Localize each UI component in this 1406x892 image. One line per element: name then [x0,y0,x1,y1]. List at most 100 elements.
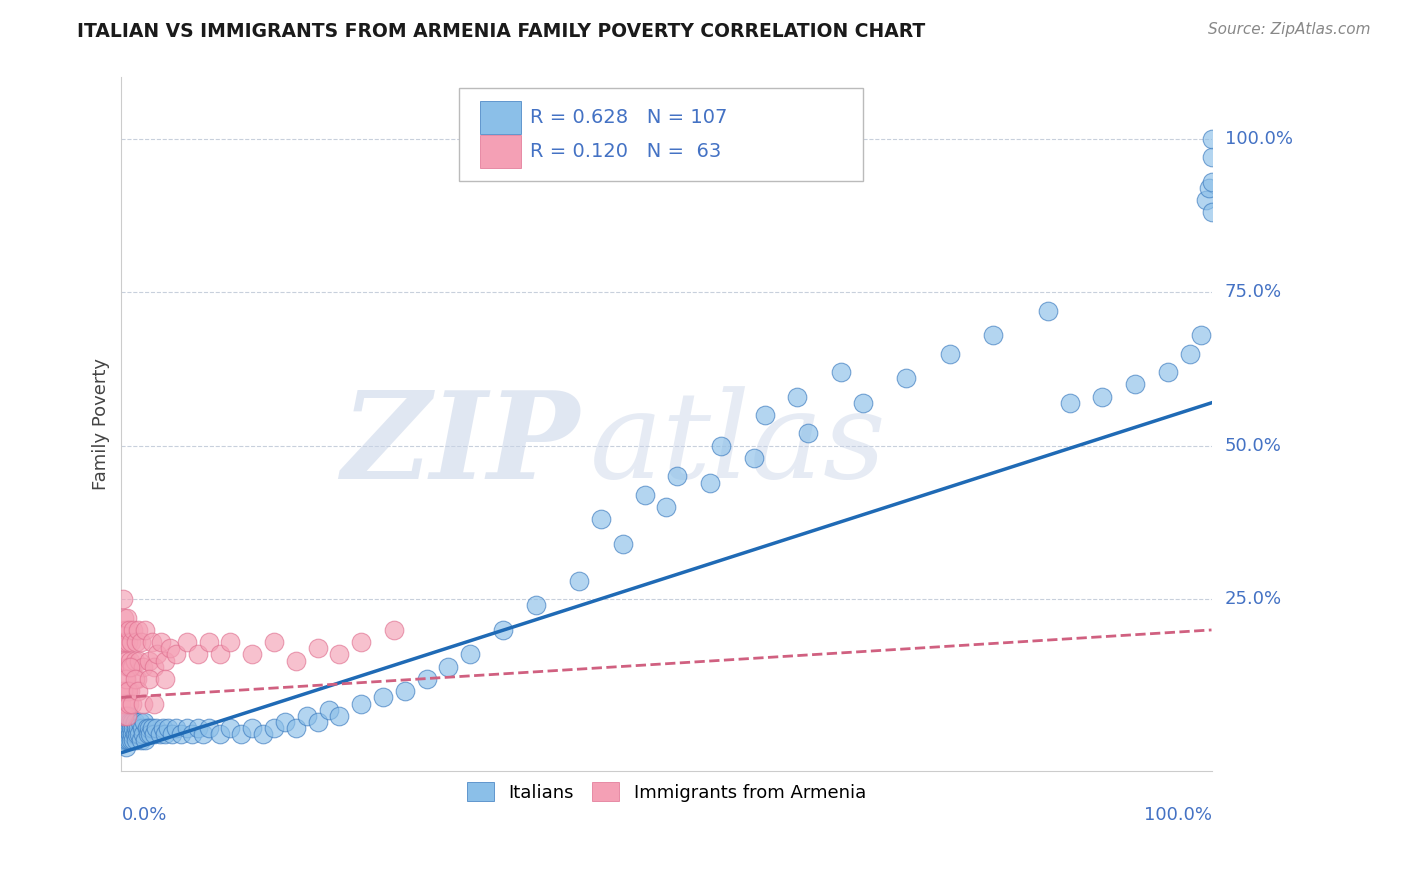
Point [219,721,242,735]
Point [127,721,149,735]
Point [1195,193,1218,207]
Point [120,660,142,674]
Point [153,672,176,686]
Point [138,721,160,735]
Point [274,714,297,729]
Point [197,635,219,649]
Point [120,654,142,668]
Point [111,684,134,698]
Point [141,721,163,735]
Text: atlas: atlas [591,386,887,504]
Point [112,654,135,668]
Point [160,727,183,741]
Text: Source: ZipAtlas.com: Source: ZipAtlas.com [1208,22,1371,37]
Point [115,709,138,723]
Point [118,623,141,637]
Point [165,721,187,735]
Point [1201,175,1223,189]
Point [193,727,215,741]
FancyBboxPatch shape [479,135,522,169]
Text: 100.0%: 100.0% [1225,130,1292,148]
Point [149,635,172,649]
Point [114,672,136,686]
Point [165,648,187,662]
Point [152,721,174,735]
Point [143,660,166,674]
Point [114,727,136,741]
Point [159,641,181,656]
Point [307,714,329,729]
Point [1036,303,1059,318]
Point [114,635,136,649]
Point [240,648,263,662]
Point [786,390,808,404]
Point [114,733,136,747]
Point [371,690,394,705]
Point [115,721,138,735]
Point [145,721,167,735]
Point [1059,396,1081,410]
Text: 25.0%: 25.0% [1225,591,1282,608]
Point [1157,365,1180,379]
Point [120,727,142,741]
Point [1201,205,1223,219]
Point [666,469,689,483]
Point [134,714,156,729]
Point [1201,132,1223,146]
Point [318,703,340,717]
Point [124,635,146,649]
Point [120,721,142,735]
Point [124,654,146,668]
Point [896,371,918,385]
Point [117,635,139,649]
Point [382,623,405,637]
Text: 50.0%: 50.0% [1225,437,1281,455]
Point [124,733,146,747]
Point [699,475,721,490]
Point [181,727,204,741]
Point [136,727,159,741]
Point [176,721,198,735]
Text: ZIP: ZIP [342,386,579,504]
Point [125,672,148,686]
Point [219,635,242,649]
Point [121,660,143,674]
Point [458,648,481,662]
Point [115,684,138,698]
Point [121,697,143,711]
Point [128,727,150,741]
Point [115,709,138,723]
Point [122,733,145,747]
Point [120,635,142,649]
Point [1123,377,1146,392]
Point [117,684,139,698]
Point [115,733,138,747]
Point [118,697,141,711]
Point [129,635,152,649]
Point [122,721,145,735]
Point [208,648,231,662]
Point [143,727,166,741]
FancyBboxPatch shape [479,101,522,135]
Point [128,654,150,668]
Point [114,709,136,723]
Point [124,672,146,686]
Point [208,727,231,741]
Point [754,408,776,422]
Point [568,574,591,588]
Point [1091,390,1114,404]
Point [830,365,852,379]
Point [350,697,373,711]
Point [114,623,136,637]
Point [852,396,875,410]
Point [114,654,136,668]
Point [415,672,437,686]
Point [153,654,176,668]
Point [634,488,657,502]
Point [112,610,135,624]
Point [655,500,678,515]
Legend: Italians, Immigrants from Armenia: Italians, Immigrants from Armenia [458,772,875,811]
Text: 0.0%: 0.0% [121,805,167,824]
Point [328,709,350,723]
Point [187,721,209,735]
